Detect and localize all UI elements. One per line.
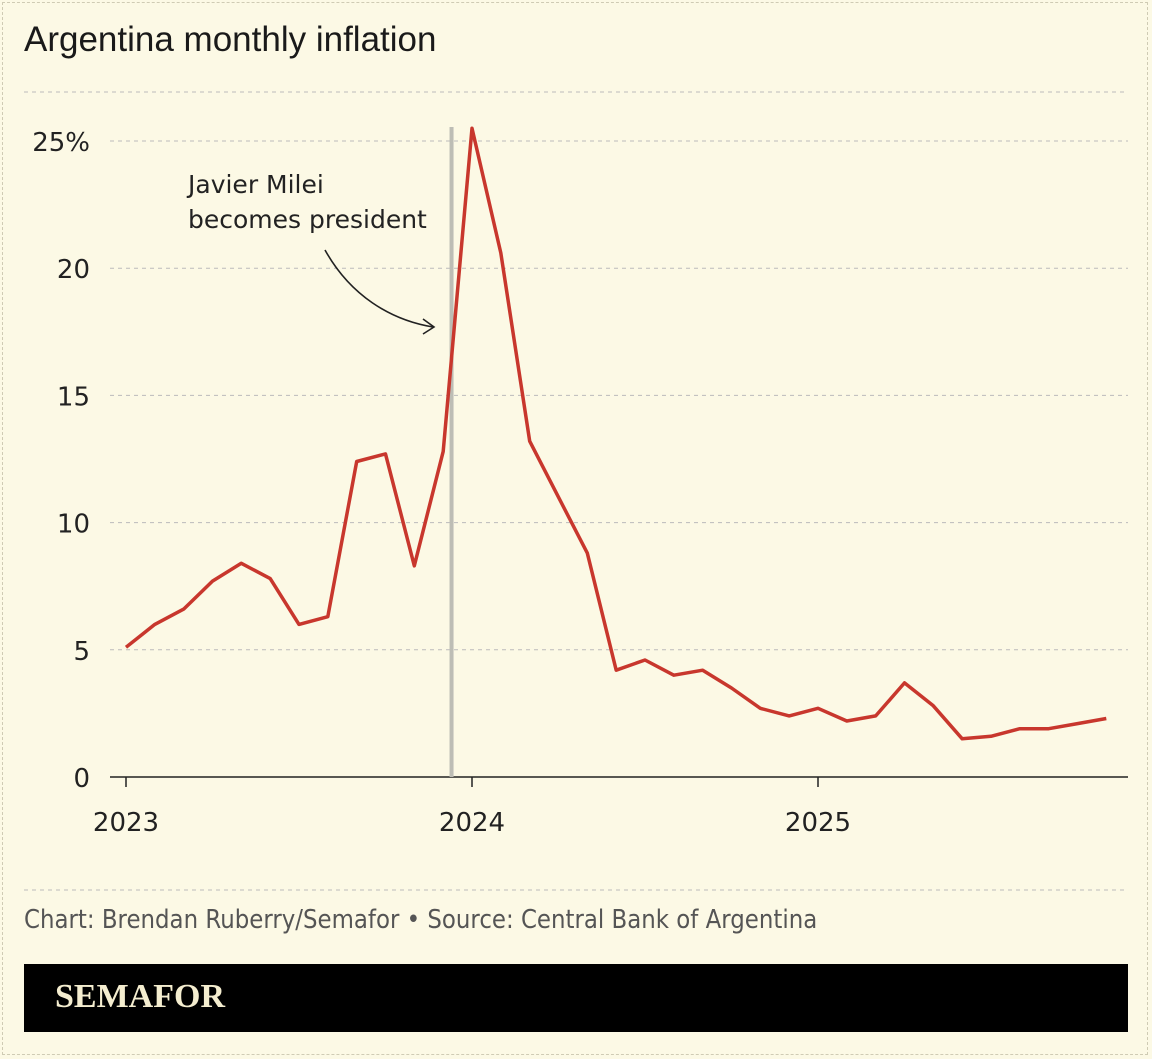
x-tick-label: 2023 bbox=[93, 808, 159, 838]
annotation-line-1: Javier Milei bbox=[186, 170, 324, 199]
y-tick-label: 5 bbox=[73, 637, 90, 667]
y-tick-label: 20 bbox=[57, 255, 90, 285]
y-tick-label: 25% bbox=[32, 128, 90, 158]
y-tick-label: 15 bbox=[57, 382, 90, 412]
arrow-head-icon bbox=[422, 318, 436, 335]
source-credit: Chart: Brendan Ruberry/Semafor • Source:… bbox=[24, 905, 818, 935]
y-tick-label: 10 bbox=[57, 510, 90, 540]
chart-title: Argentina monthly inflation bbox=[24, 20, 437, 59]
annotation-arrow bbox=[324, 249, 434, 328]
x-tick-label: 2024 bbox=[439, 808, 505, 838]
x-tick-label: 2025 bbox=[785, 808, 851, 838]
annotation-line-2: becomes president bbox=[188, 205, 427, 234]
brand-bar: SEMAFOR bbox=[24, 964, 1128, 1032]
line-chart: 0 5 10 15 20 25% 2023 2024 2025 Javier Milei be… bbox=[24, 91, 1128, 891]
y-tick-label: 0 bbox=[73, 764, 90, 794]
semafor-logo: SEMAFOR bbox=[55, 978, 225, 1015]
